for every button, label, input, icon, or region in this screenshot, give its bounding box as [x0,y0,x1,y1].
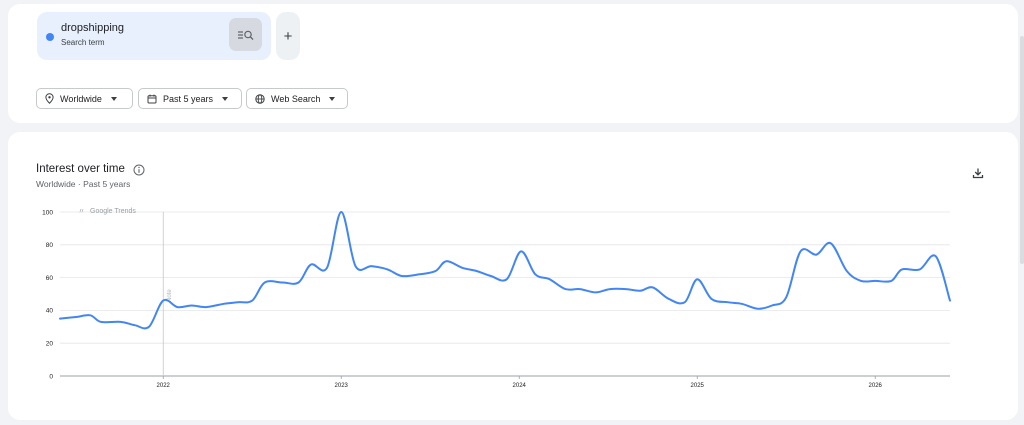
dropdown-arrow-icon [222,96,229,101]
time-range-filter-label: Past 5 years [163,93,214,104]
y-tick-label: 100 [42,209,53,216]
region-filter[interactable]: Worldwide [36,88,133,109]
y-tick-label: 40 [46,308,54,315]
info-icon[interactable] [133,164,145,176]
chart-subtitle: Worldwide · Past 5 years [36,179,131,189]
y-tick-label: 20 [46,341,54,348]
trends-logo-icon: 〃 [78,208,85,215]
x-tick-label: 2025 [691,383,705,389]
x-tick-label: 2026 [869,383,883,389]
search-property-filter[interactable]: Web Search [246,88,348,109]
search-term-type: Search term [61,38,105,47]
y-tick-label: 60 [46,275,54,282]
dropdown-arrow-icon [329,96,336,101]
dropdown-arrow-icon [110,96,117,101]
search-panel: dropshipping Search term + Worldwide [8,4,1018,123]
compare-icon [237,30,253,40]
series-line-dropshipping [59,210,951,330]
download-icon[interactable] [972,167,984,179]
compare-button[interactable] [229,18,262,51]
y-tick-label: 80 [46,242,54,249]
chart-title: Interest over time [36,163,125,175]
term-color-dot [46,33,54,41]
location-pin-icon [45,93,54,104]
google-trends-watermark: Google Trends [90,208,136,215]
y-tick-label: 0 [49,373,53,380]
page-scrollbar[interactable] [1020,36,1024,264]
x-tick-label: 2023 [335,383,349,389]
plus-icon: + [283,27,293,45]
note-marker-label: Note [167,289,173,302]
add-comparison-button[interactable]: + [276,12,300,60]
time-range-filter[interactable]: Past 5 years [138,88,242,109]
region-filter-label: Worldwide [60,93,102,104]
search-term-chip[interactable]: dropshipping Search term [37,12,271,60]
interest-over-time-card: Interest over time Worldwide · Past 5 ye… [8,132,1018,420]
x-tick-label: 2022 [157,383,171,389]
search-term-label: dropshipping [61,22,124,34]
globe-icon [255,93,265,104]
calendar-icon [147,94,157,103]
interest-line-chart: 0 20 40 60 80 100 2022 2023 2024 2025 2026 Note Go… [42,208,951,389]
search-property-filter-label: Web Search [271,93,321,104]
x-tick-label: 2024 [513,383,527,389]
